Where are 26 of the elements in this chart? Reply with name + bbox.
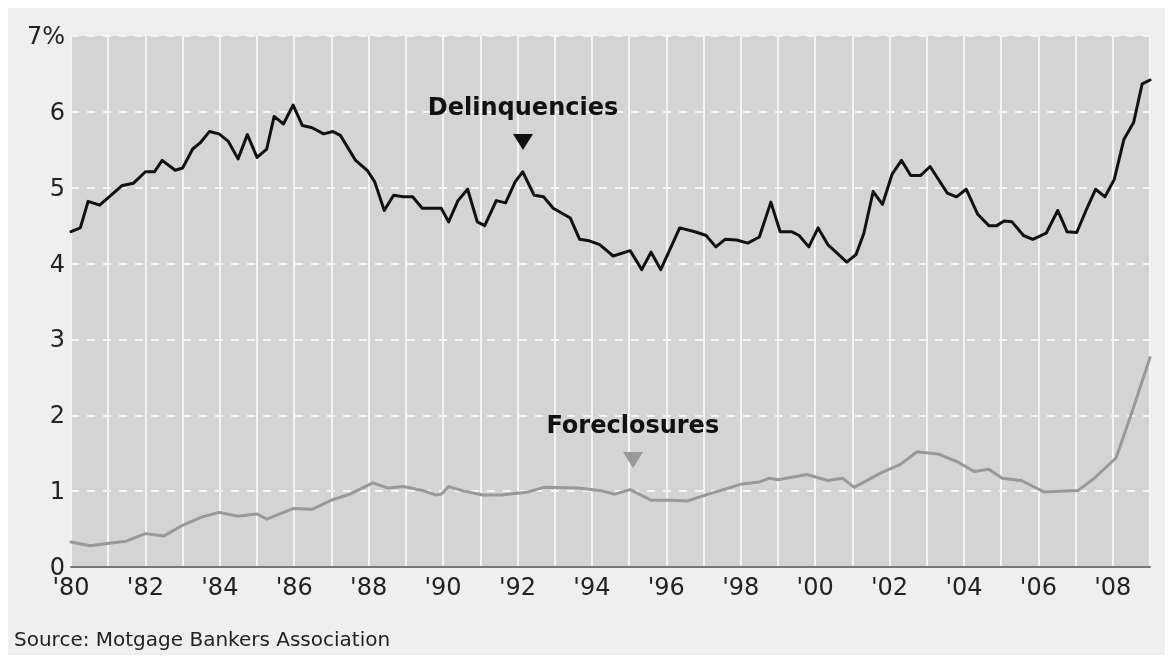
x-tick-label: '98 <box>722 573 760 601</box>
x-tick-label: '00 <box>796 573 834 601</box>
y-tick-label: 1 <box>49 477 65 506</box>
annotation: Foreclosures <box>545 409 721 440</box>
x-tick-label: '94 <box>573 573 611 601</box>
y-tick-label: 4 <box>49 249 65 278</box>
y-tick-label: 2 <box>49 401 65 430</box>
x-tick-label: '02 <box>870 573 909 601</box>
x-tick-label: '92 <box>498 573 537 601</box>
x-tick-label: '06 <box>1019 573 1057 601</box>
x-tick-label: '86 <box>275 573 313 601</box>
annotation: Delinquencies <box>426 91 620 122</box>
x-tick-label: '82 <box>126 573 164 601</box>
x-tick-label: '96 <box>647 573 685 601</box>
x-tick-label: '04 <box>945 573 983 601</box>
y-tick-label: 5 <box>49 173 65 202</box>
x-tick-label: '08 <box>1094 573 1132 601</box>
line-series <box>69 78 1152 272</box>
y-tick-label: 3 <box>49 325 65 354</box>
source-note: Source: Motgage Bankers Association <box>14 627 391 651</box>
x-tick-label: '84 <box>201 573 239 601</box>
y-tick-label: 6 <box>49 97 65 126</box>
x-tick-label: '88 <box>350 573 388 601</box>
line-series <box>69 356 1152 548</box>
y-tick-label: 7% <box>26 22 65 50</box>
x-tick-label: '90 <box>424 573 462 601</box>
